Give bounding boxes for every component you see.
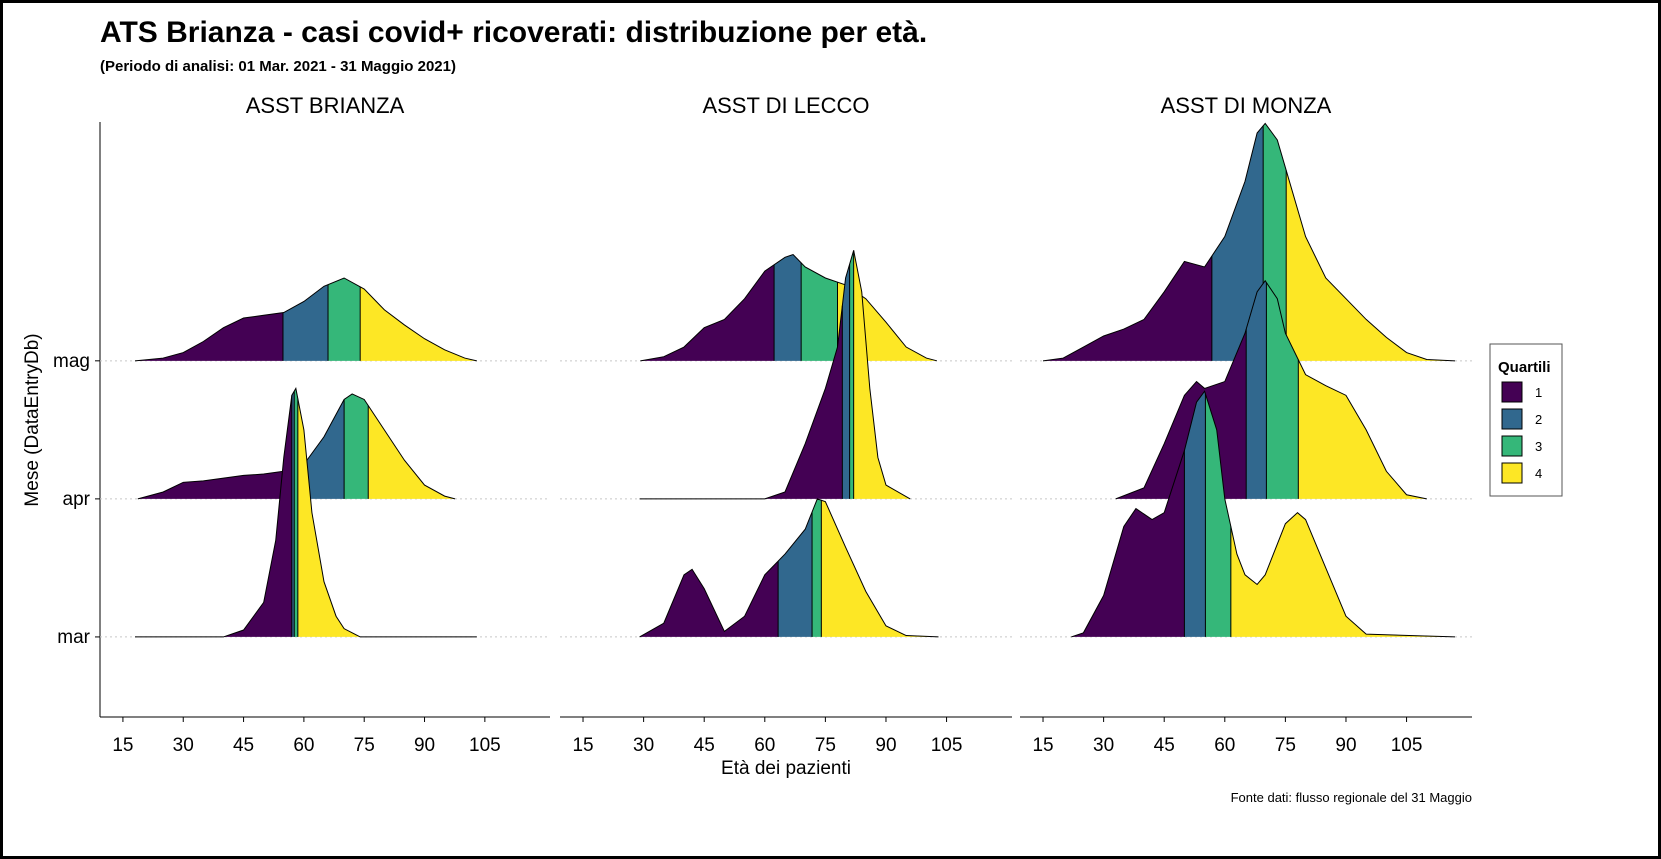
legend-title: Quartili	[1498, 359, 1551, 376]
x-tick-label: 105	[1391, 735, 1423, 756]
panel-title: ASST DI LECCO	[702, 93, 869, 118]
legend-swatch	[1501, 435, 1523, 457]
y-axis-label: Mese (DataEntryDb)	[22, 333, 43, 506]
x-tick-label: 75	[815, 735, 836, 756]
ridge-outline	[1042, 122, 1456, 362]
x-tick-label: 15	[1032, 735, 1053, 756]
quartile-area	[853, 250, 911, 499]
ridge-outline	[137, 393, 456, 500]
legend-label: 2	[1535, 412, 1542, 427]
x-tick-label: 45	[1154, 735, 1175, 756]
x-tick-label: 60	[1214, 735, 1235, 756]
x-axis-label: Età dei pazienti	[721, 758, 851, 779]
chart-subtitle: (Periodo di analisi: 01 Mar. 2021 - 31 M…	[100, 58, 456, 75]
quartile-area	[1230, 512, 1456, 637]
x-tick-label: 90	[1335, 735, 1356, 756]
quartile-area	[294, 388, 298, 637]
x-tick-label: 45	[694, 735, 715, 756]
x-tick-label: 45	[233, 735, 254, 756]
panel-title: ASST DI MONZA	[1161, 93, 1332, 118]
quartile-area	[1205, 393, 1231, 637]
quartile-area	[778, 512, 813, 637]
quartile-area	[640, 264, 775, 361]
quartile-area	[849, 250, 854, 499]
quartile-area	[1246, 280, 1267, 499]
y-tick-label: apr	[63, 489, 91, 510]
ridge-outline	[639, 498, 939, 638]
x-tick-label: 15	[112, 735, 133, 756]
quartile-area	[821, 500, 939, 637]
x-tick-label: 30	[1093, 735, 1114, 756]
quartile-area	[1298, 359, 1427, 499]
y-tick-label: mar	[57, 627, 90, 648]
x-tick-label: 105	[469, 735, 501, 756]
ridge-outline	[1115, 279, 1427, 500]
x-tick-label: 75	[1275, 735, 1296, 756]
panel-title: ASST BRIANZA	[246, 93, 405, 118]
x-tick-label: 90	[414, 735, 435, 756]
legend-swatch	[1501, 408, 1523, 430]
legend-label: 1	[1535, 385, 1542, 400]
ridge-outline	[640, 253, 937, 362]
y-tick-label: mag	[53, 351, 90, 372]
caption: Fonte dati: flusso regionale del 31 Magg…	[1231, 790, 1472, 805]
quartile-area	[282, 284, 329, 361]
legend-swatch	[1501, 381, 1523, 403]
quartile-area	[1184, 391, 1206, 637]
quartile-area	[801, 262, 838, 361]
quartile-area	[134, 395, 292, 637]
quartile-area	[328, 277, 361, 361]
legend-label: 3	[1535, 439, 1542, 454]
x-tick-label: 60	[293, 735, 314, 756]
ridge-outline	[134, 387, 477, 638]
x-tick-label: 30	[633, 735, 654, 756]
quartile-area	[1211, 125, 1264, 361]
quartile-area	[774, 254, 802, 361]
quartile-area	[137, 469, 288, 499]
ridge-outline	[639, 250, 911, 500]
quartile-area	[639, 305, 843, 499]
x-tick-label: 60	[754, 735, 775, 756]
quartile-area	[842, 264, 850, 499]
quartile-area	[297, 398, 477, 637]
chart-title: ATS Brianza - casi covid+ ricoverati: di…	[100, 16, 927, 49]
quartile-area	[291, 391, 295, 637]
quartile-area	[368, 405, 456, 499]
quartile-area	[1071, 450, 1185, 637]
quartile-area	[134, 312, 283, 361]
legend-swatch	[1501, 462, 1523, 484]
quartile-area	[1043, 256, 1212, 361]
quartile-area	[360, 286, 477, 361]
quartile-area	[344, 393, 369, 499]
ridge-outline	[1071, 390, 1456, 638]
x-tick-label: 15	[572, 735, 593, 756]
quartile-area	[1286, 170, 1456, 361]
x-tick-label: 30	[173, 735, 194, 756]
quartile-area	[812, 498, 822, 637]
legend-label: 4	[1535, 466, 1542, 481]
x-tick-label: 105	[931, 735, 963, 756]
x-tick-label: 75	[354, 735, 375, 756]
x-tick-label: 90	[875, 735, 896, 756]
ridge-outline	[134, 277, 477, 362]
quartile-area	[1266, 282, 1299, 499]
